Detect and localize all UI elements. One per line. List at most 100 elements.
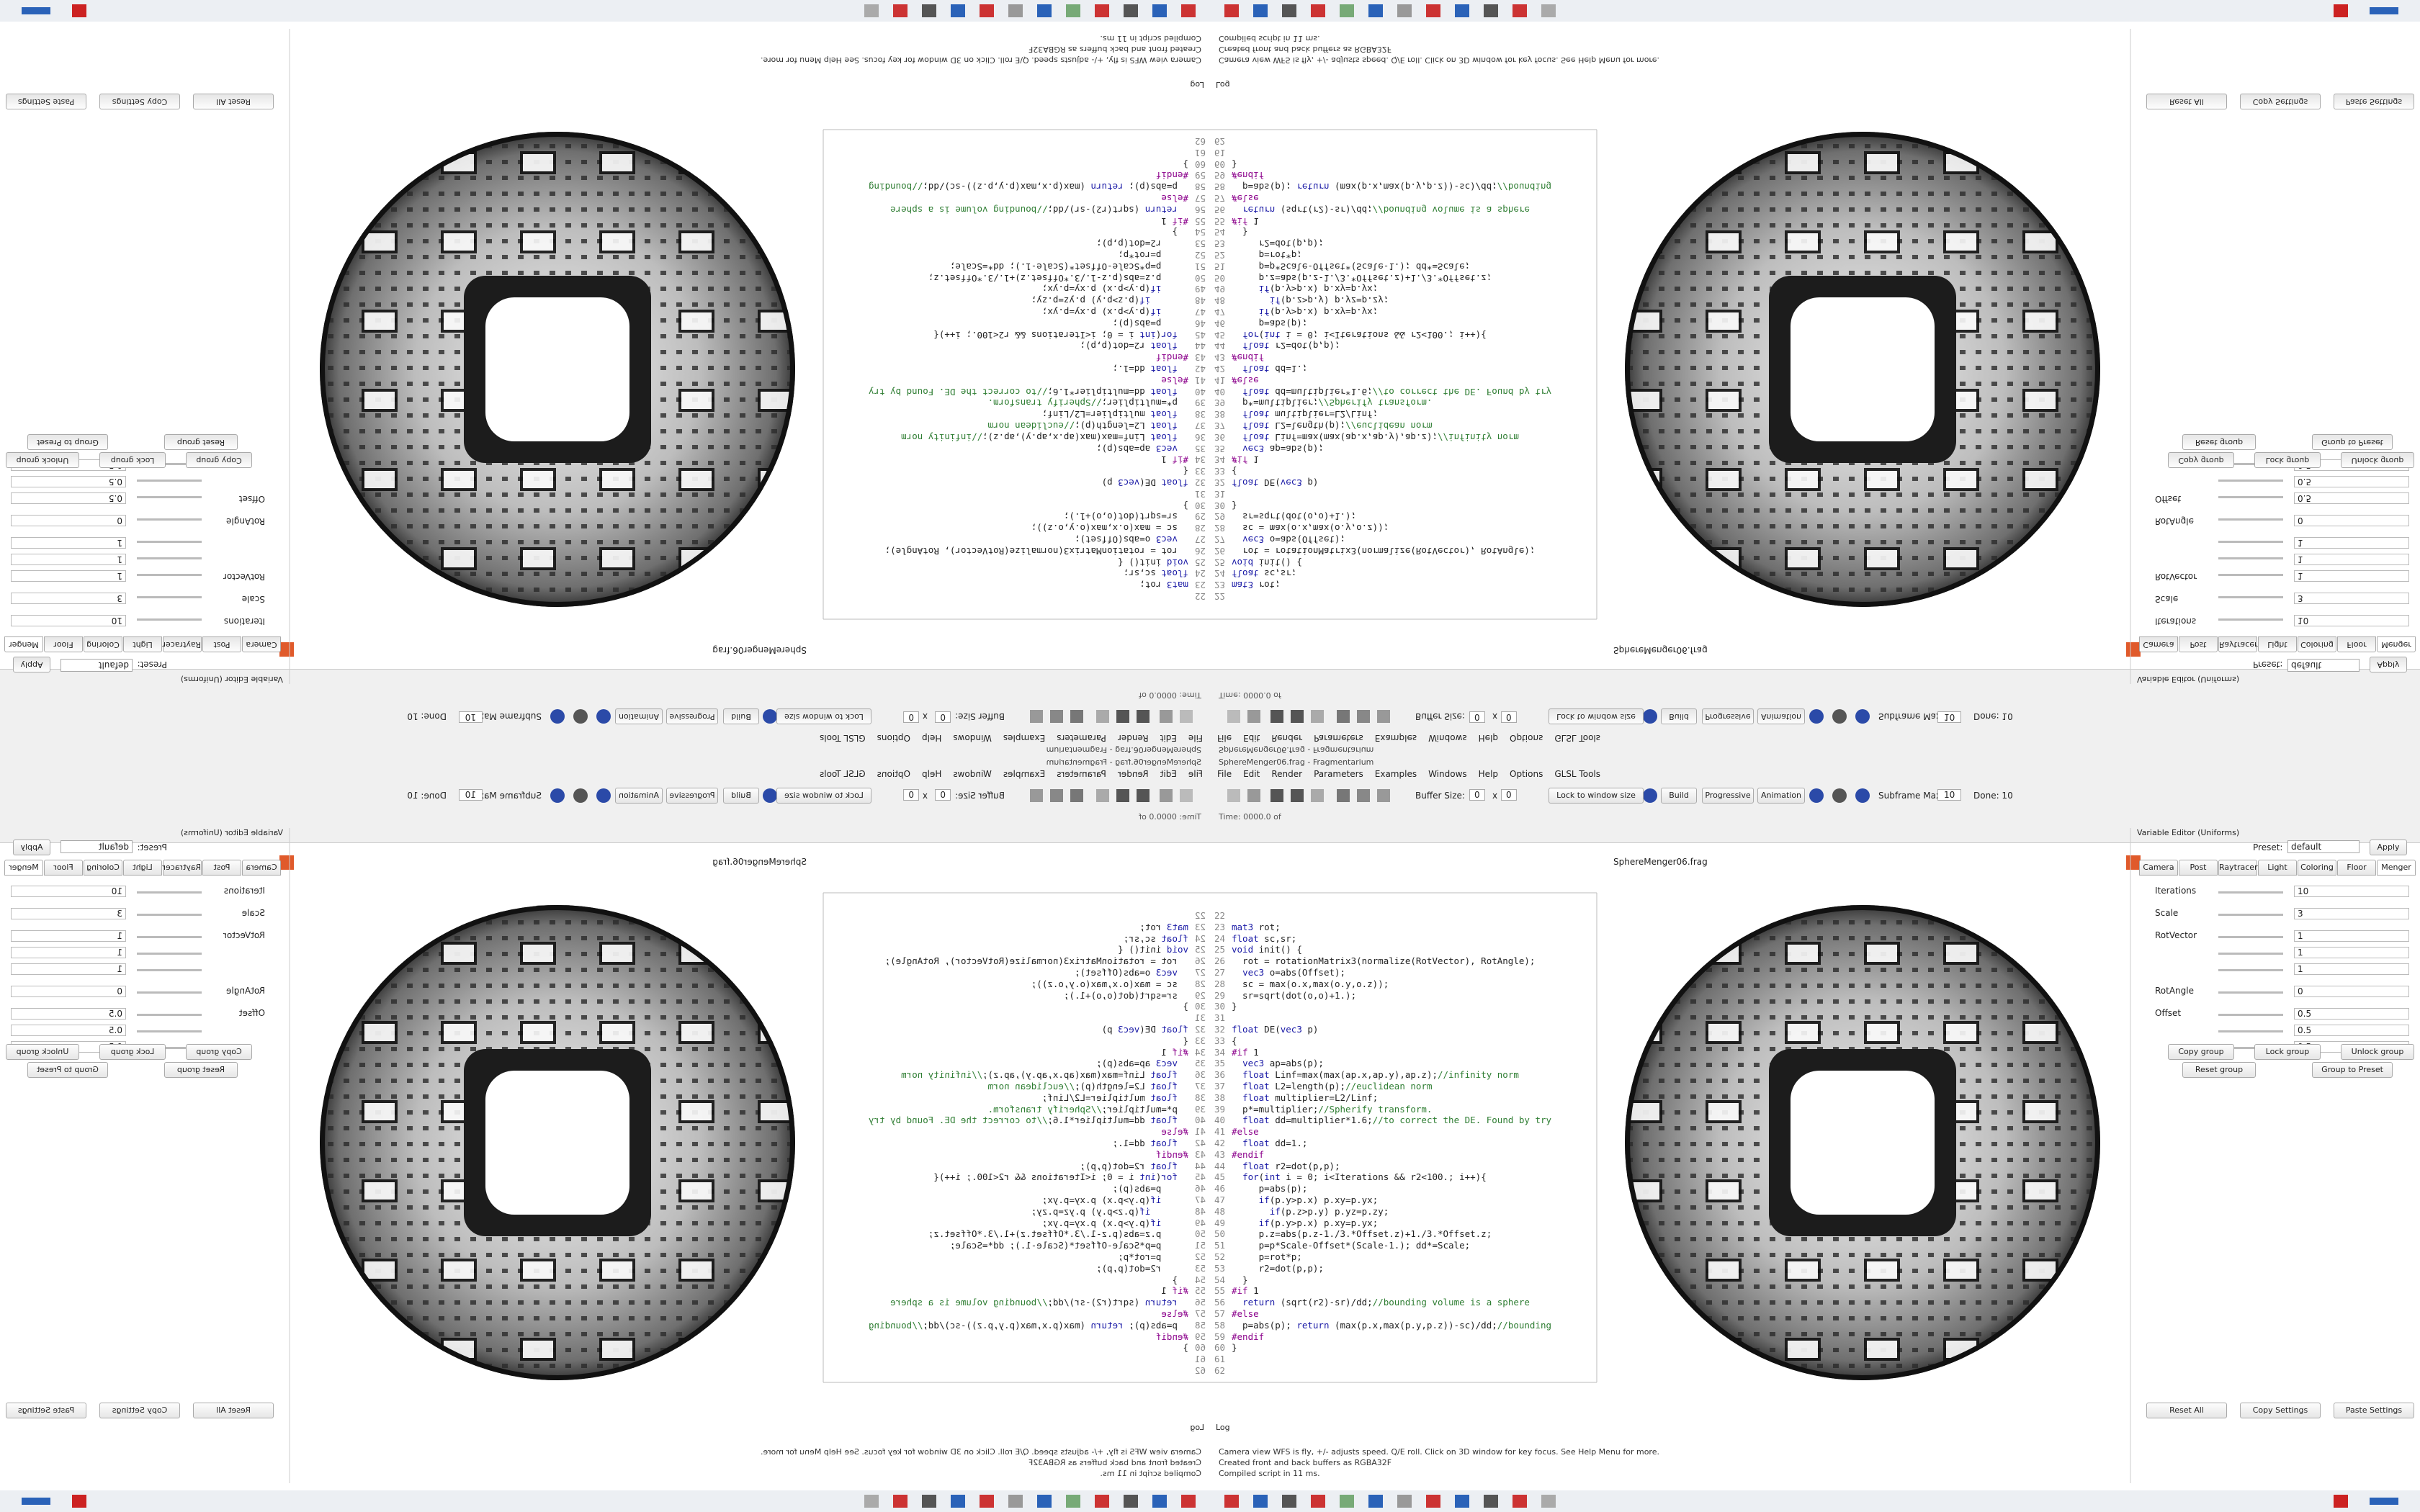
param-tab[interactable]: Menger (2377, 860, 2416, 876)
group-button[interactable]: Lock group (99, 452, 166, 468)
param-tab[interactable]: Raytracer (162, 636, 202, 652)
param-tab[interactable]: Floor (44, 636, 83, 652)
lock-window-size[interactable]: Lock to window size (776, 788, 871, 804)
menu-item[interactable]: Windows (953, 733, 992, 743)
settings-button[interactable]: Copy Settings (99, 1403, 180, 1418)
settings-button[interactable]: Paste Settings (6, 1403, 86, 1418)
menu-item[interactable]: GLSL Tools (1554, 769, 1600, 779)
group-button[interactable]: Group to Preset (27, 1062, 108, 1078)
settings-button[interactable]: Reset All (193, 1403, 274, 1418)
menu-item[interactable]: File (1217, 733, 1232, 743)
menu-item[interactable]: Examples (1003, 733, 1046, 743)
menu-item[interactable]: Help (921, 769, 942, 779)
param-tab[interactable]: Floor (2337, 636, 2376, 652)
param-tab[interactable]: Light (2258, 860, 2297, 876)
param-tab[interactable]: Camera (242, 636, 281, 652)
param-tab[interactable]: Coloring (2298, 636, 2336, 652)
group-button[interactable]: Copy group (2168, 1044, 2234, 1060)
apply-button[interactable]: Apply (13, 840, 50, 855)
menu-item[interactable]: Help (921, 733, 942, 743)
menu-item[interactable]: Examples (1003, 769, 1046, 779)
menu-item[interactable]: File (1188, 769, 1203, 779)
settings-button[interactable]: Copy Settings (2240, 94, 2321, 109)
param-tab[interactable]: Coloring (84, 860, 122, 876)
group-button[interactable]: Reset group (164, 434, 238, 450)
menu-item[interactable]: Options (1510, 733, 1543, 743)
param-tab[interactable]: Coloring (84, 636, 122, 652)
param-tab[interactable]: Menger (2377, 636, 2416, 652)
group-button[interactable]: Copy group (186, 1044, 252, 1060)
menu-item[interactable]: Help (1478, 733, 1499, 743)
param-tab[interactable]: Light (123, 860, 162, 876)
menu-item[interactable]: File (1188, 733, 1203, 743)
menu-item[interactable]: Edit (1160, 769, 1177, 779)
menu-item[interactable]: Help (1478, 769, 1499, 779)
menu-item[interactable]: Render (1117, 733, 1149, 743)
menu-item[interactable]: GLSL Tools (1554, 733, 1600, 743)
group-button[interactable]: Group to Preset (27, 434, 108, 450)
menu-item[interactable]: Parameters (1314, 733, 1363, 743)
group-button[interactable]: Reset group (2182, 1062, 2256, 1078)
param-tab[interactable]: Post (2179, 860, 2218, 876)
animation-button[interactable]: Animation (1757, 708, 1805, 724)
settings-button[interactable]: Copy Settings (2240, 1403, 2321, 1418)
lock-window-size[interactable]: Lock to window size (1549, 708, 1644, 724)
apply-button[interactable]: Apply (13, 657, 50, 672)
menu-item[interactable]: File (1217, 769, 1232, 779)
apply-button[interactable]: Apply (2370, 840, 2407, 855)
build-button[interactable]: Build (1661, 708, 1697, 724)
group-button[interactable]: Unlock group (6, 1044, 79, 1060)
group-button[interactable]: Lock group (99, 1044, 166, 1060)
menu-item[interactable]: Edit (1160, 733, 1177, 743)
animation-button[interactable]: Animation (615, 708, 663, 724)
build-button[interactable]: Build (723, 788, 759, 804)
progressive-button[interactable]: Progressive (1702, 788, 1754, 804)
group-button[interactable]: Group to Preset (2312, 1062, 2393, 1078)
menu-item[interactable]: GLSL Tools (820, 769, 866, 779)
param-tab[interactable]: Camera (242, 860, 281, 876)
menu-item[interactable]: Windows (1428, 733, 1467, 743)
group-button[interactable]: Unlock group (2341, 452, 2414, 468)
menu-item[interactable]: Render (1271, 733, 1303, 743)
group-button[interactable]: Group to Preset (2312, 434, 2393, 450)
menu-item[interactable]: GLSL Tools (820, 733, 866, 743)
param-tab[interactable]: Raytracer (2218, 636, 2258, 652)
menu-item[interactable]: Windows (953, 769, 992, 779)
group-button[interactable]: Lock group (2254, 1044, 2321, 1060)
menu-item[interactable]: Examples (1374, 733, 1417, 743)
build-button[interactable]: Build (723, 708, 759, 724)
progressive-button[interactable]: Progressive (666, 708, 718, 724)
group-button[interactable]: Lock group (2254, 452, 2321, 468)
menu-item[interactable]: Parameters (1314, 769, 1363, 779)
apply-button[interactable]: Apply (2370, 657, 2407, 672)
param-tab[interactable]: Floor (44, 860, 83, 876)
settings-button[interactable]: Paste Settings (2334, 94, 2414, 109)
menu-item[interactable]: Windows (1428, 769, 1467, 779)
param-tab[interactable]: Post (202, 860, 241, 876)
progressive-button[interactable]: Progressive (1702, 708, 1754, 724)
param-tab[interactable]: Post (2179, 636, 2218, 652)
menu-item[interactable]: Options (877, 733, 910, 743)
group-button[interactable]: Reset group (164, 1062, 238, 1078)
menu-item[interactable]: Render (1117, 769, 1149, 779)
param-tab[interactable]: Camera (2139, 860, 2178, 876)
menu-item[interactable]: Examples (1374, 769, 1417, 779)
settings-button[interactable]: Paste Settings (2334, 1403, 2414, 1418)
settings-button[interactable]: Paste Settings (6, 94, 86, 109)
settings-button[interactable]: Reset All (193, 94, 274, 109)
progressive-button[interactable]: Progressive (666, 788, 718, 804)
animation-button[interactable]: Animation (615, 788, 663, 804)
param-tab[interactable]: Menger (4, 636, 43, 652)
param-tab[interactable]: Camera (2139, 636, 2178, 652)
menu-item[interactable]: Edit (1243, 769, 1260, 779)
menu-item[interactable]: Render (1271, 769, 1303, 779)
param-tab[interactable]: Light (2258, 636, 2297, 652)
param-tab[interactable]: Raytracer (162, 860, 202, 876)
param-tab[interactable]: Post (202, 636, 241, 652)
lock-window-size[interactable]: Lock to window size (776, 708, 871, 724)
menu-item[interactable]: Parameters (1057, 769, 1106, 779)
group-button[interactable]: Reset group (2182, 434, 2256, 450)
lock-window-size[interactable]: Lock to window size (1549, 788, 1644, 804)
menu-item[interactable]: Options (1510, 769, 1543, 779)
group-button[interactable]: Copy group (186, 452, 252, 468)
